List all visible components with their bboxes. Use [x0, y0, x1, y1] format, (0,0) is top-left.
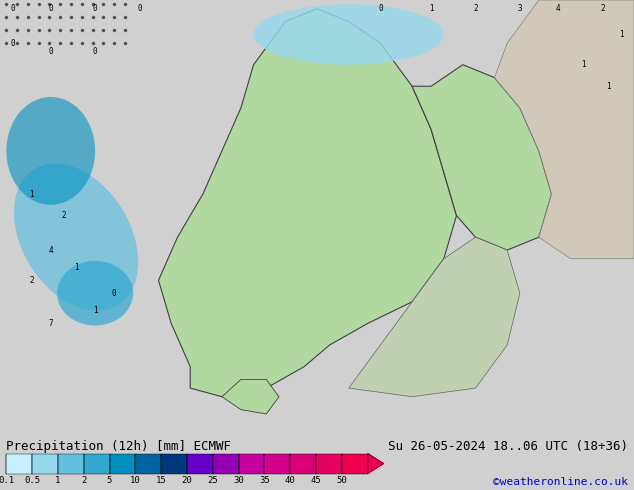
Bar	[6, 454, 32, 473]
Text: 15: 15	[156, 476, 167, 486]
Text: 7: 7	[48, 319, 53, 328]
Text: 0: 0	[93, 47, 98, 56]
Bar	[316, 454, 342, 473]
Bar	[110, 454, 136, 473]
Bar	[290, 454, 316, 473]
Bar	[238, 454, 264, 473]
Polygon shape	[222, 379, 279, 414]
Text: 0: 0	[378, 4, 383, 13]
Text: 40: 40	[285, 476, 295, 486]
Bar	[264, 454, 290, 473]
Text: 0: 0	[137, 4, 142, 13]
Text: 20: 20	[182, 476, 192, 486]
Polygon shape	[368, 454, 384, 473]
Text: 0.5: 0.5	[24, 476, 40, 486]
Text: Su 26-05-2024 18..06 UTC (18+36): Su 26-05-2024 18..06 UTC (18+36)	[387, 440, 628, 453]
Text: 1: 1	[93, 306, 98, 315]
Bar	[187, 454, 213, 473]
Text: 5: 5	[107, 476, 112, 486]
Text: 4: 4	[555, 4, 560, 13]
Text: 0: 0	[112, 289, 117, 298]
Text: 2: 2	[61, 211, 66, 220]
Text: 2: 2	[81, 476, 86, 486]
Text: 25: 25	[207, 476, 218, 486]
Text: 0: 0	[48, 4, 53, 13]
Polygon shape	[158, 9, 456, 397]
Bar	[136, 454, 161, 473]
Bar	[213, 454, 238, 473]
Text: 3: 3	[517, 4, 522, 13]
Text: 1: 1	[29, 190, 34, 198]
Text: ©weatheronline.co.uk: ©weatheronline.co.uk	[493, 477, 628, 487]
Bar	[161, 454, 187, 473]
Text: Precipitation (12h) [mm] ECMWF: Precipitation (12h) [mm] ECMWF	[6, 440, 231, 453]
Ellipse shape	[57, 261, 133, 325]
Text: 2: 2	[473, 4, 478, 13]
Ellipse shape	[14, 164, 138, 311]
Text: 1: 1	[55, 476, 61, 486]
Ellipse shape	[6, 97, 95, 205]
Text: 2: 2	[600, 4, 605, 13]
Text: 0.1: 0.1	[0, 476, 15, 486]
Text: 1: 1	[606, 82, 611, 91]
Text: 0: 0	[48, 47, 53, 56]
Text: 50: 50	[337, 476, 347, 486]
Bar	[32, 454, 58, 473]
Text: 4: 4	[48, 245, 53, 255]
Polygon shape	[349, 237, 520, 397]
Bar	[58, 454, 84, 473]
Polygon shape	[495, 0, 634, 259]
Text: 45: 45	[311, 476, 321, 486]
Bar	[84, 454, 110, 473]
Text: 0: 0	[10, 39, 15, 48]
Text: 0: 0	[10, 4, 15, 13]
Polygon shape	[412, 65, 552, 250]
Ellipse shape	[254, 4, 444, 65]
Text: 0: 0	[93, 4, 98, 13]
Text: 1: 1	[581, 60, 586, 69]
Text: 2: 2	[29, 276, 34, 285]
Text: 1: 1	[74, 263, 79, 272]
Text: 10: 10	[130, 476, 141, 486]
Text: 1: 1	[429, 4, 434, 13]
Text: 30: 30	[233, 476, 244, 486]
Bar	[342, 454, 368, 473]
Text: 35: 35	[259, 476, 270, 486]
Text: 1: 1	[619, 30, 624, 39]
